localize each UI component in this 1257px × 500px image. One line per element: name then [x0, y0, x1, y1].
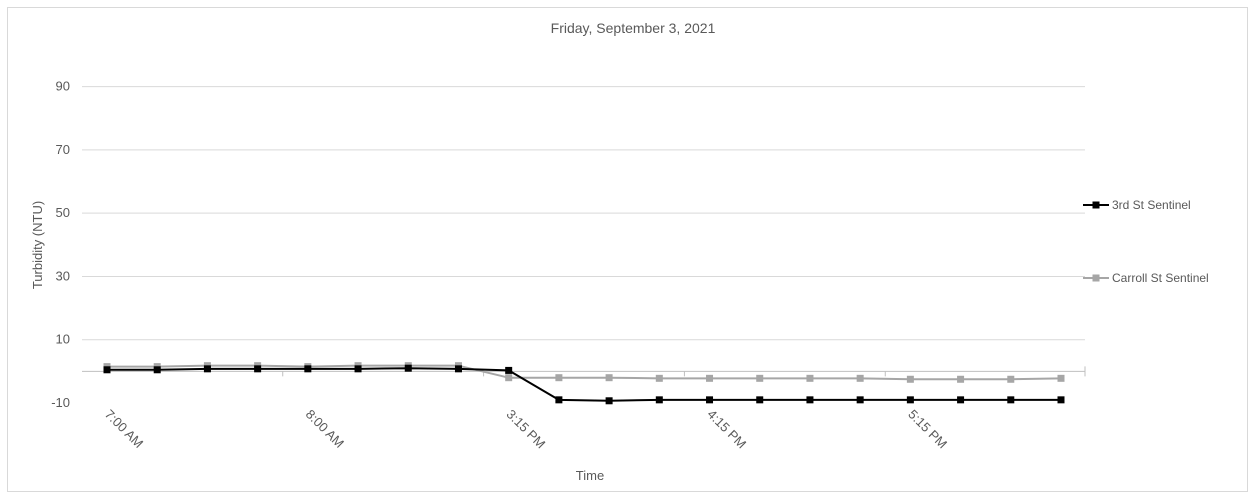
y-tick-label: 50: [56, 205, 70, 220]
data-point: [555, 374, 563, 382]
data-point: [605, 397, 613, 405]
chart-title: Friday, September 3, 2021: [551, 20, 716, 36]
data-point: [354, 365, 362, 373]
data-point: [806, 396, 814, 404]
data-point: [254, 365, 262, 373]
x-tick-label: 4:15 PM: [704, 407, 749, 452]
chart-border: [7, 7, 1248, 492]
data-point: [655, 396, 663, 404]
legend-label: 3rd St Sentinel: [1112, 198, 1191, 212]
data-point: [505, 366, 513, 374]
data-point: [655, 374, 663, 382]
data-point: [605, 374, 613, 382]
x-tick-label: 7:00 AM: [102, 407, 146, 451]
data-point: [1007, 375, 1015, 383]
data-point: [756, 374, 764, 382]
data-point: [555, 396, 563, 404]
y-tick-label: 10: [56, 332, 70, 347]
data-point: [706, 374, 714, 382]
data-point: [505, 374, 513, 382]
y-tick-label: 90: [56, 79, 70, 94]
y-tick-label: -10: [51, 395, 70, 410]
y-tick-label: 30: [56, 268, 70, 283]
data-point: [957, 375, 965, 383]
y-tick-label: 70: [56, 142, 70, 157]
x-tick-label: 3:15 PM: [504, 407, 549, 452]
series-line: [107, 364, 1062, 381]
data-point: [906, 396, 914, 404]
data-point: [304, 365, 312, 373]
data-point: [856, 374, 864, 382]
data-point: [756, 396, 764, 404]
series-line: [107, 367, 1061, 402]
data-point: [1057, 374, 1065, 382]
data-point: [103, 366, 111, 374]
legend-marker: [1092, 201, 1100, 209]
x-tick-label: 5:15 PM: [905, 407, 950, 452]
data-point: [906, 375, 914, 383]
data-point: [856, 396, 864, 404]
x-tick-label: 8:00 AM: [303, 407, 347, 451]
data-point: [957, 396, 965, 404]
x-axis-title: Time: [576, 468, 604, 483]
y-axis-title: Turbidity (NTU): [30, 201, 45, 289]
data-point: [1007, 396, 1015, 404]
data-point: [203, 365, 211, 373]
data-point: [404, 364, 412, 372]
data-point: [1057, 396, 1065, 404]
data-point: [153, 366, 161, 374]
data-point: [706, 396, 714, 404]
data-point: [454, 365, 462, 373]
legend-marker: [1092, 274, 1100, 282]
data-point: [806, 374, 814, 382]
legend-label: Carroll St Sentinel: [1112, 271, 1209, 285]
